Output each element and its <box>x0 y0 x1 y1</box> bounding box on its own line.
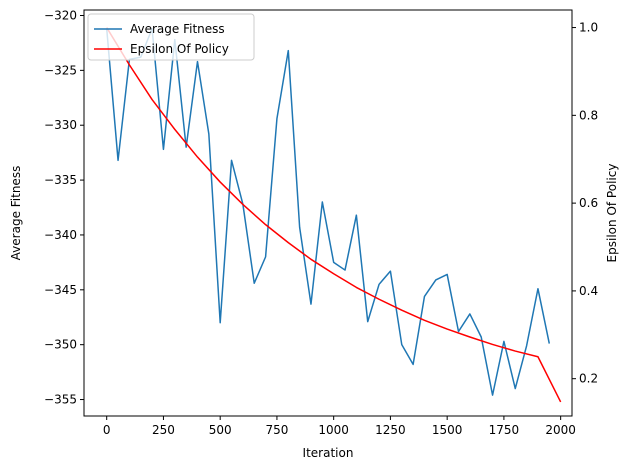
x-tick-label: 500 <box>209 423 232 437</box>
y2-axis-label: Epsilon Of Policy <box>605 164 619 263</box>
x-tick-label: 1000 <box>318 423 349 437</box>
y-axis-label: Average Fitness <box>9 166 23 261</box>
series-layer <box>105 27 562 403</box>
legend-box <box>87 13 255 61</box>
plot-frame <box>83 9 573 417</box>
y-tick-label: −350 <box>44 338 77 352</box>
y-tick-label: −330 <box>44 118 77 132</box>
x-tick-label: 0 <box>103 423 111 437</box>
legend-label-epsilon: Epsilon Of Policy <box>130 42 229 56</box>
y2-tick-label: 0.6 <box>579 196 598 210</box>
series-line-0 <box>105 27 551 396</box>
y-axis-right: 0.2 0.4 0.6 0.8 1.0 <box>572 21 598 386</box>
y-tick-label: −325 <box>44 63 77 77</box>
y2-tick-label: 0.4 <box>579 284 598 298</box>
x-tick-label: 1750 <box>489 423 520 437</box>
y-tick-label: −345 <box>44 283 77 297</box>
legend-label-average-fitness: Average Fitness <box>130 22 225 36</box>
y-tick-label: −320 <box>44 8 77 22</box>
y2-tick-label: 0.8 <box>579 108 598 122</box>
x-tick-label: 750 <box>265 423 288 437</box>
legend: Average Fitness Epsilon Of Policy <box>87 13 255 61</box>
y-axis-left: −320 −325 −330 −335 −340 −345 −350 −355 <box>44 8 84 407</box>
y-tick-label: −355 <box>44 393 77 407</box>
y-tick-label: −340 <box>44 228 77 242</box>
x-axis-label: Iteration <box>303 446 354 460</box>
y-tick-label: −335 <box>44 173 77 187</box>
y2-tick-label: 0.2 <box>579 372 598 386</box>
series-line-1 <box>106 27 562 403</box>
x-tick-label: 2000 <box>545 423 576 437</box>
x-tick-label: 1250 <box>375 423 406 437</box>
x-tick-label: 250 <box>152 423 175 437</box>
x-axis: 0 250 500 750 1000 1250 1500 1750 2000 <box>103 416 576 437</box>
x-tick-label: 1500 <box>432 423 463 437</box>
y2-tick-label: 1.0 <box>579 21 598 35</box>
